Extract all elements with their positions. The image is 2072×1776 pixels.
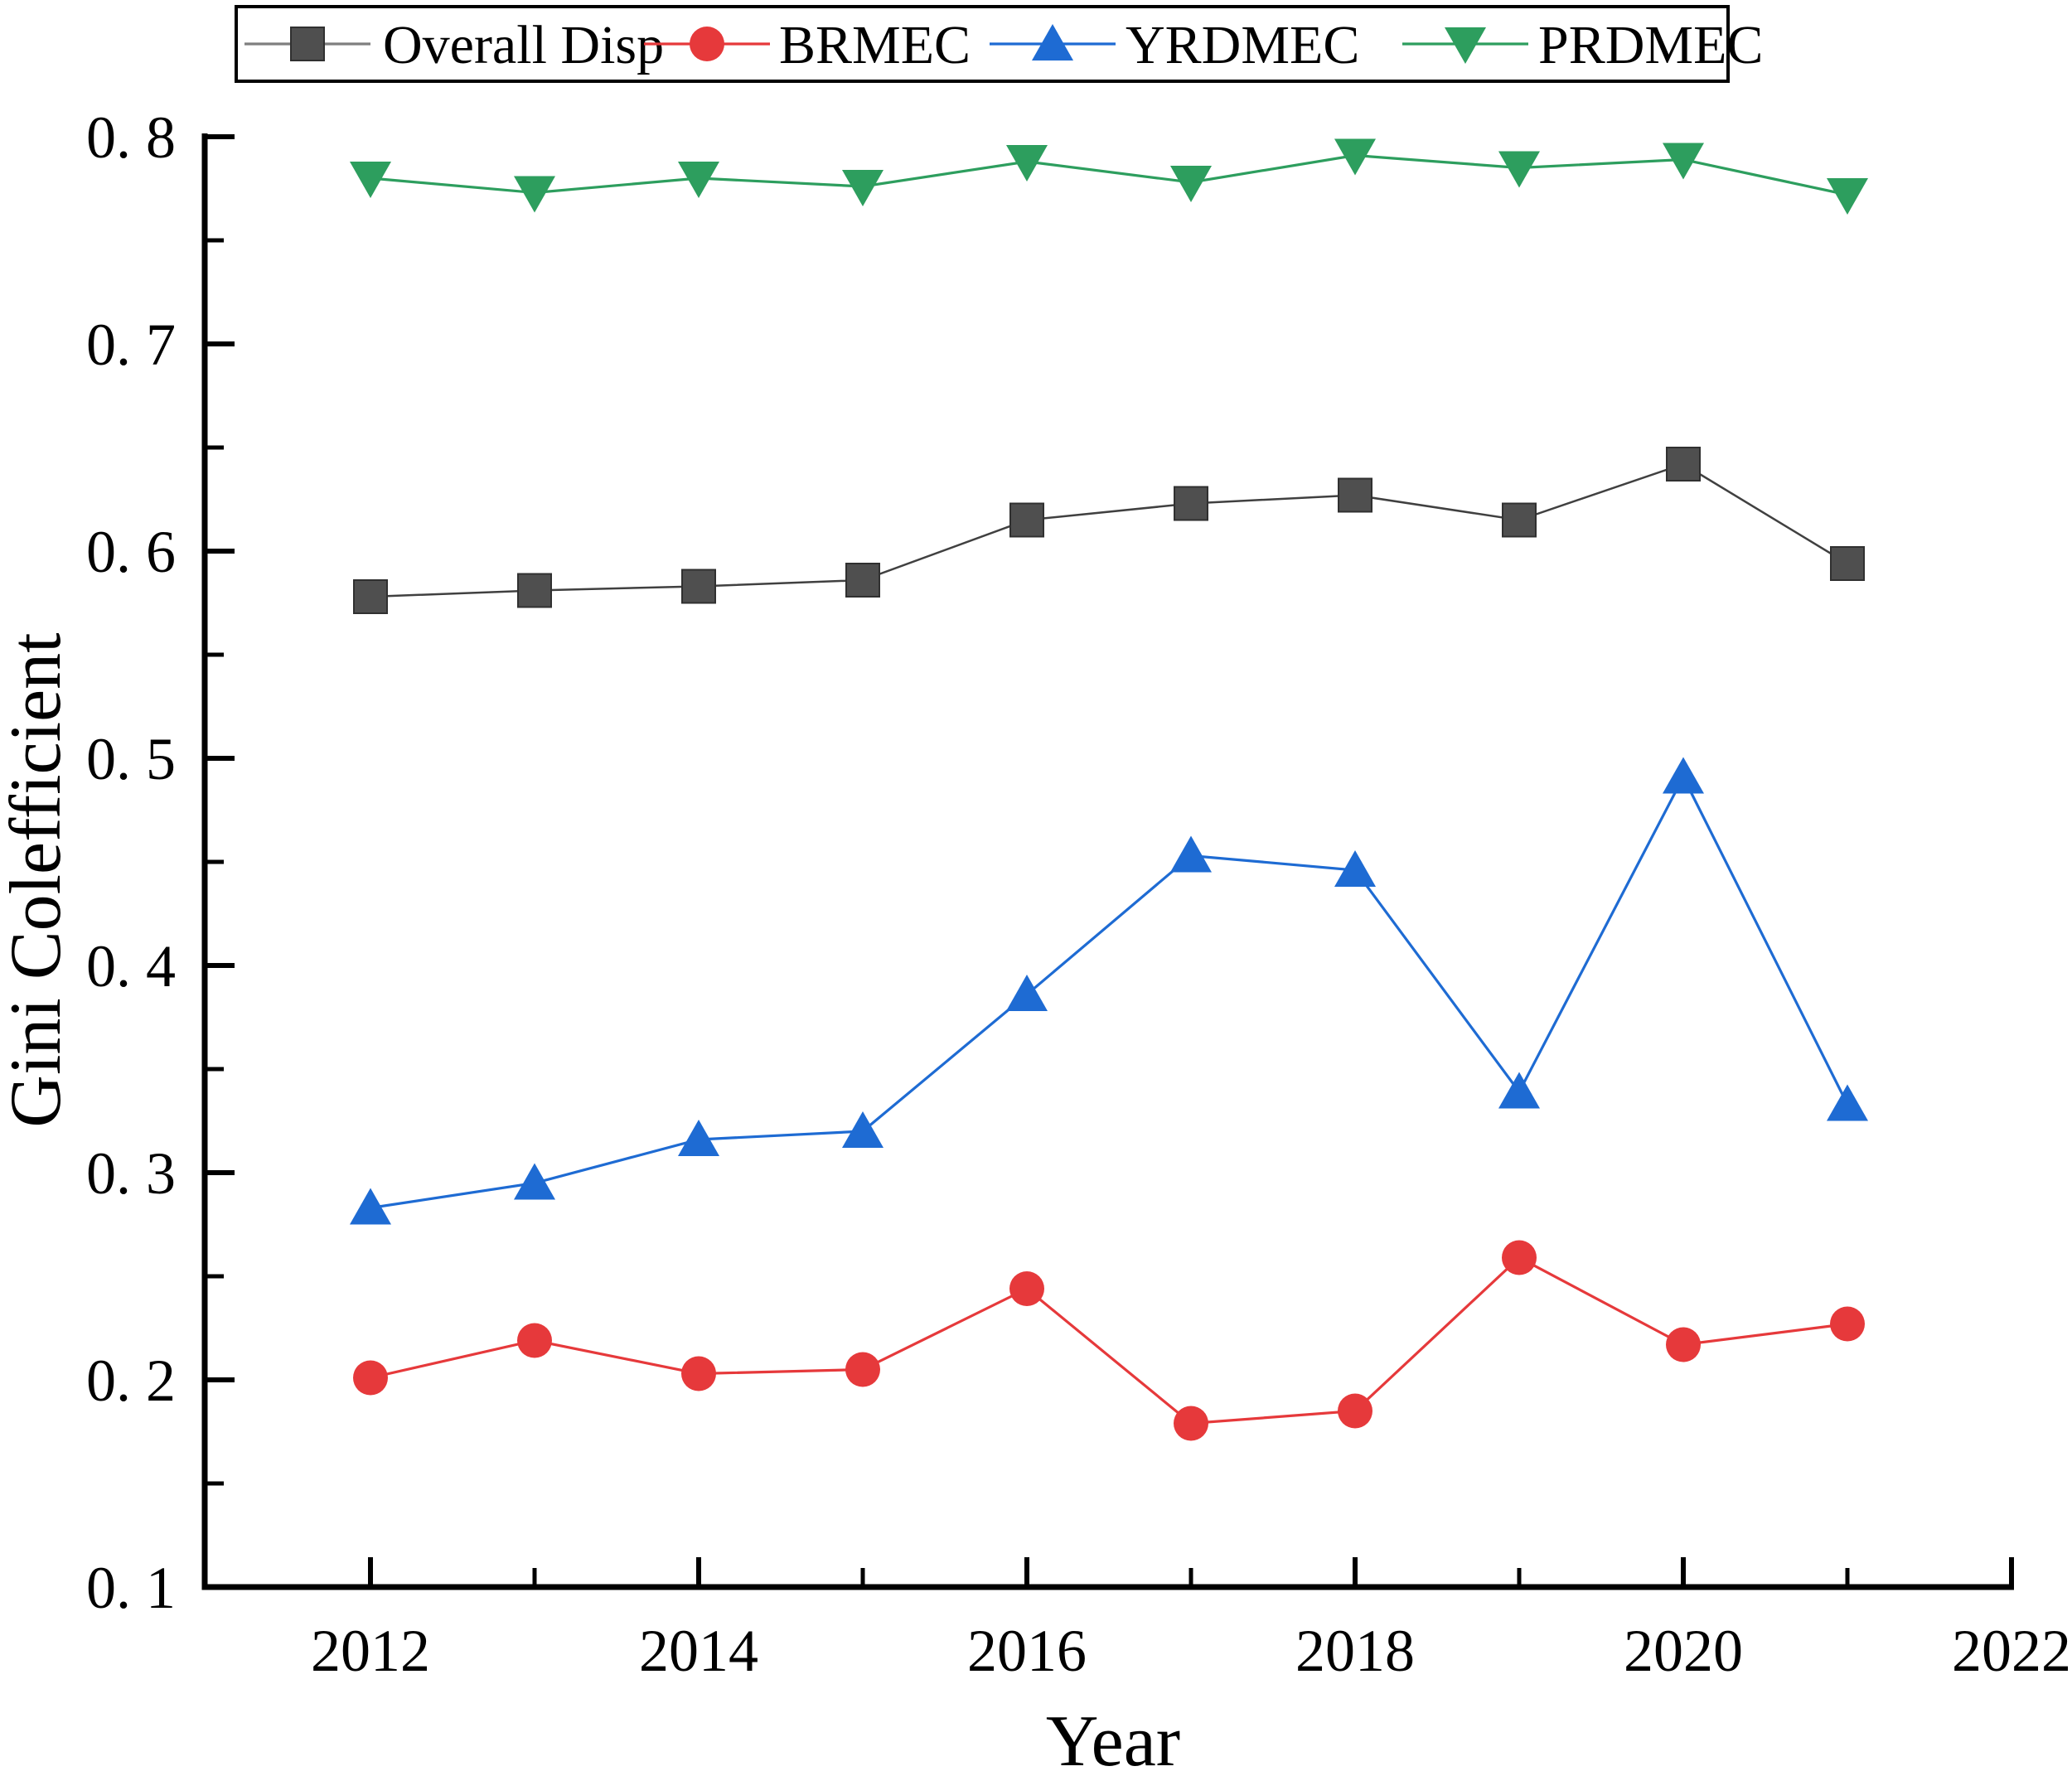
svg-text:0. 5: 0. 5 (86, 726, 176, 792)
svg-text:0. 3: 0. 3 (86, 1140, 176, 1207)
triangle-down-marker-icon (1402, 27, 1528, 64)
legend-label-yrdmec: YRDMEC (1126, 15, 1359, 75)
series-overall-disp (353, 447, 1865, 614)
square-marker-icon (244, 27, 370, 61)
legend-item-overall-disp: Overall Disp (244, 15, 664, 75)
series-prdmec (350, 138, 1868, 215)
svg-text:0. 2: 0. 2 (86, 1348, 176, 1414)
svg-text:2018: 2018 (1295, 1618, 1415, 1684)
svg-text:2012: 2012 (311, 1618, 430, 1684)
svg-text:0. 6: 0. 6 (86, 519, 176, 585)
svg-text:0. 8: 0. 8 (86, 104, 176, 171)
axes: 0. 1 0. 2 0. 3 0. 4 0. 5 0. 6 0. 7 0. 8 2012 2014… (86, 104, 2071, 1684)
legend-label-prdmec: PRDMEC (1538, 15, 1763, 75)
series-brmec (353, 1240, 1865, 1441)
svg-text:0. 1: 0. 1 (86, 1555, 176, 1621)
svg-text:2016: 2016 (967, 1618, 1087, 1684)
svg-text:2014: 2014 (639, 1618, 758, 1684)
legend-label-brmec: BRMEC (779, 15, 971, 75)
legend-label-overall-disp: Overall Disp (383, 15, 664, 75)
y-axis-title: Gini Colefficient (0, 632, 76, 1127)
legend-item-yrdmec: YRDMEC (990, 15, 1359, 75)
svg-text:0. 7: 0. 7 (86, 312, 176, 378)
legend-item-prdmec: PRDMEC (1402, 15, 1763, 75)
svg-text:0. 4: 0. 4 (86, 933, 176, 999)
data-series (350, 138, 1868, 1441)
legend-item-brmec: BRMEC (644, 15, 971, 75)
circle-marker-icon (644, 27, 770, 61)
series-yrdmec (350, 757, 1868, 1225)
triangle-up-marker-icon (990, 24, 1116, 60)
svg-text:2022: 2022 (1952, 1618, 2071, 1684)
svg-text:2020: 2020 (1624, 1618, 1743, 1684)
legend: Overall Disp BRMEC YRDMEC PRDMEC (235, 5, 1763, 83)
x-axis-title: Year (1046, 1701, 1180, 1776)
